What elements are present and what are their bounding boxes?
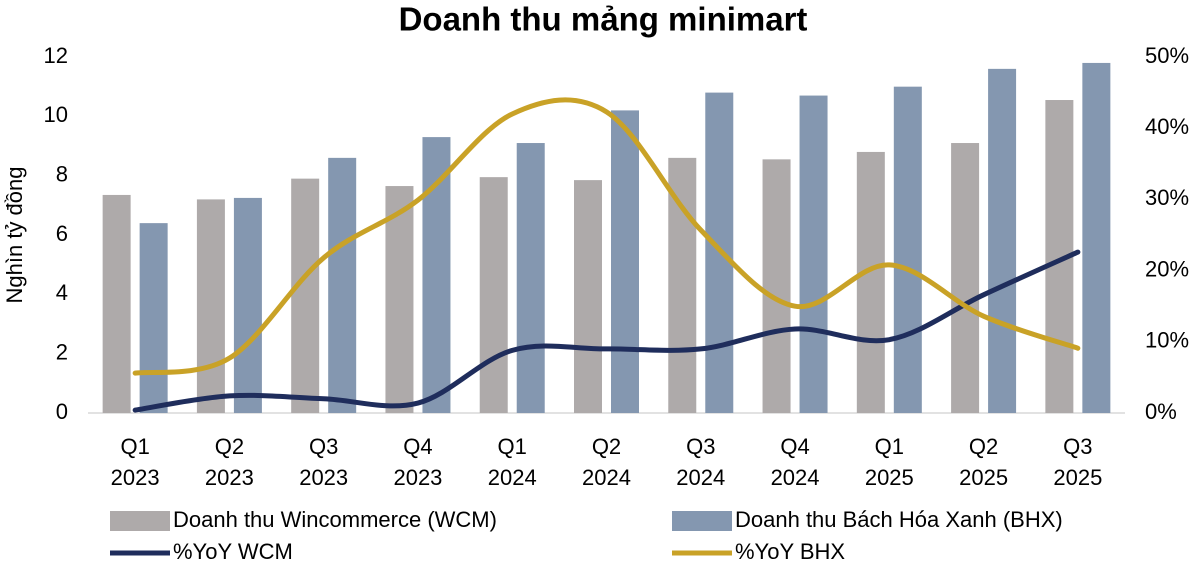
line xyxy=(132,249,1081,413)
y-tick-label: 8 xyxy=(56,161,68,186)
x-tick-label: Q1 2025 xyxy=(865,434,914,490)
x-tick-label: Q4 2024 xyxy=(771,434,820,490)
y2-tick-label: 50% xyxy=(1145,43,1189,68)
y-tick-label: 2 xyxy=(56,339,68,364)
bar xyxy=(516,143,545,414)
bar xyxy=(856,151,885,413)
legend-label: Doanh thu Wincommerce (WCM) xyxy=(173,507,497,532)
bar xyxy=(951,143,980,414)
y2-tick-label: 40% xyxy=(1145,114,1189,139)
bar xyxy=(988,68,1017,413)
x-tick-label: Q4 2023 xyxy=(393,434,442,490)
bar xyxy=(893,86,922,414)
bar xyxy=(574,180,602,413)
legend-swatch xyxy=(110,511,170,531)
bar xyxy=(102,194,131,413)
x-tick-label: Q2 2023 xyxy=(205,434,254,490)
x-tick-label: Q3 2023 xyxy=(299,434,348,490)
bar xyxy=(233,197,262,413)
legend-label: Doanh thu Bách Hóa Xanh (BHX) xyxy=(735,507,1063,532)
legend-label: %YoY WCM xyxy=(173,539,293,564)
y2-tick-label: 10% xyxy=(1145,328,1189,353)
y2-tick-label: 20% xyxy=(1145,256,1189,281)
bar xyxy=(762,159,791,413)
y-tick-label: 4 xyxy=(56,280,68,305)
bar xyxy=(668,157,697,413)
x-tick-label: Q1 2024 xyxy=(488,434,537,490)
bar xyxy=(328,157,357,413)
y-tick-label: 6 xyxy=(56,221,68,246)
bar xyxy=(611,110,639,414)
x-tick-label: Q2 2025 xyxy=(959,434,1008,490)
legend-swatch xyxy=(672,511,732,531)
bar xyxy=(799,95,828,414)
bar xyxy=(196,199,225,413)
bar xyxy=(1082,62,1111,413)
y-tick-label: 10 xyxy=(44,102,68,127)
x-tick-label: Q2 2024 xyxy=(582,434,631,490)
y2-tick-label: 30% xyxy=(1145,185,1189,210)
y-axis-label: Nghìn tỷ đồng xyxy=(2,167,27,304)
line xyxy=(132,97,1081,376)
y2-tick-label: 0% xyxy=(1145,399,1177,424)
y-tick-label: 0 xyxy=(56,399,68,424)
x-tick-label: Q1 2023 xyxy=(111,434,160,490)
y-tick-label: 12 xyxy=(44,43,68,68)
bar xyxy=(291,178,320,413)
chart-title: Doanh thu mảng minimart xyxy=(399,1,808,38)
bar xyxy=(385,186,414,413)
x-tick-label: Q3 2024 xyxy=(676,434,725,490)
legend-label: %YoY BHX xyxy=(735,539,845,564)
bar xyxy=(139,223,168,413)
bar xyxy=(422,137,451,413)
x-tick-label: Q3 2025 xyxy=(1053,434,1102,490)
bar xyxy=(479,177,508,413)
